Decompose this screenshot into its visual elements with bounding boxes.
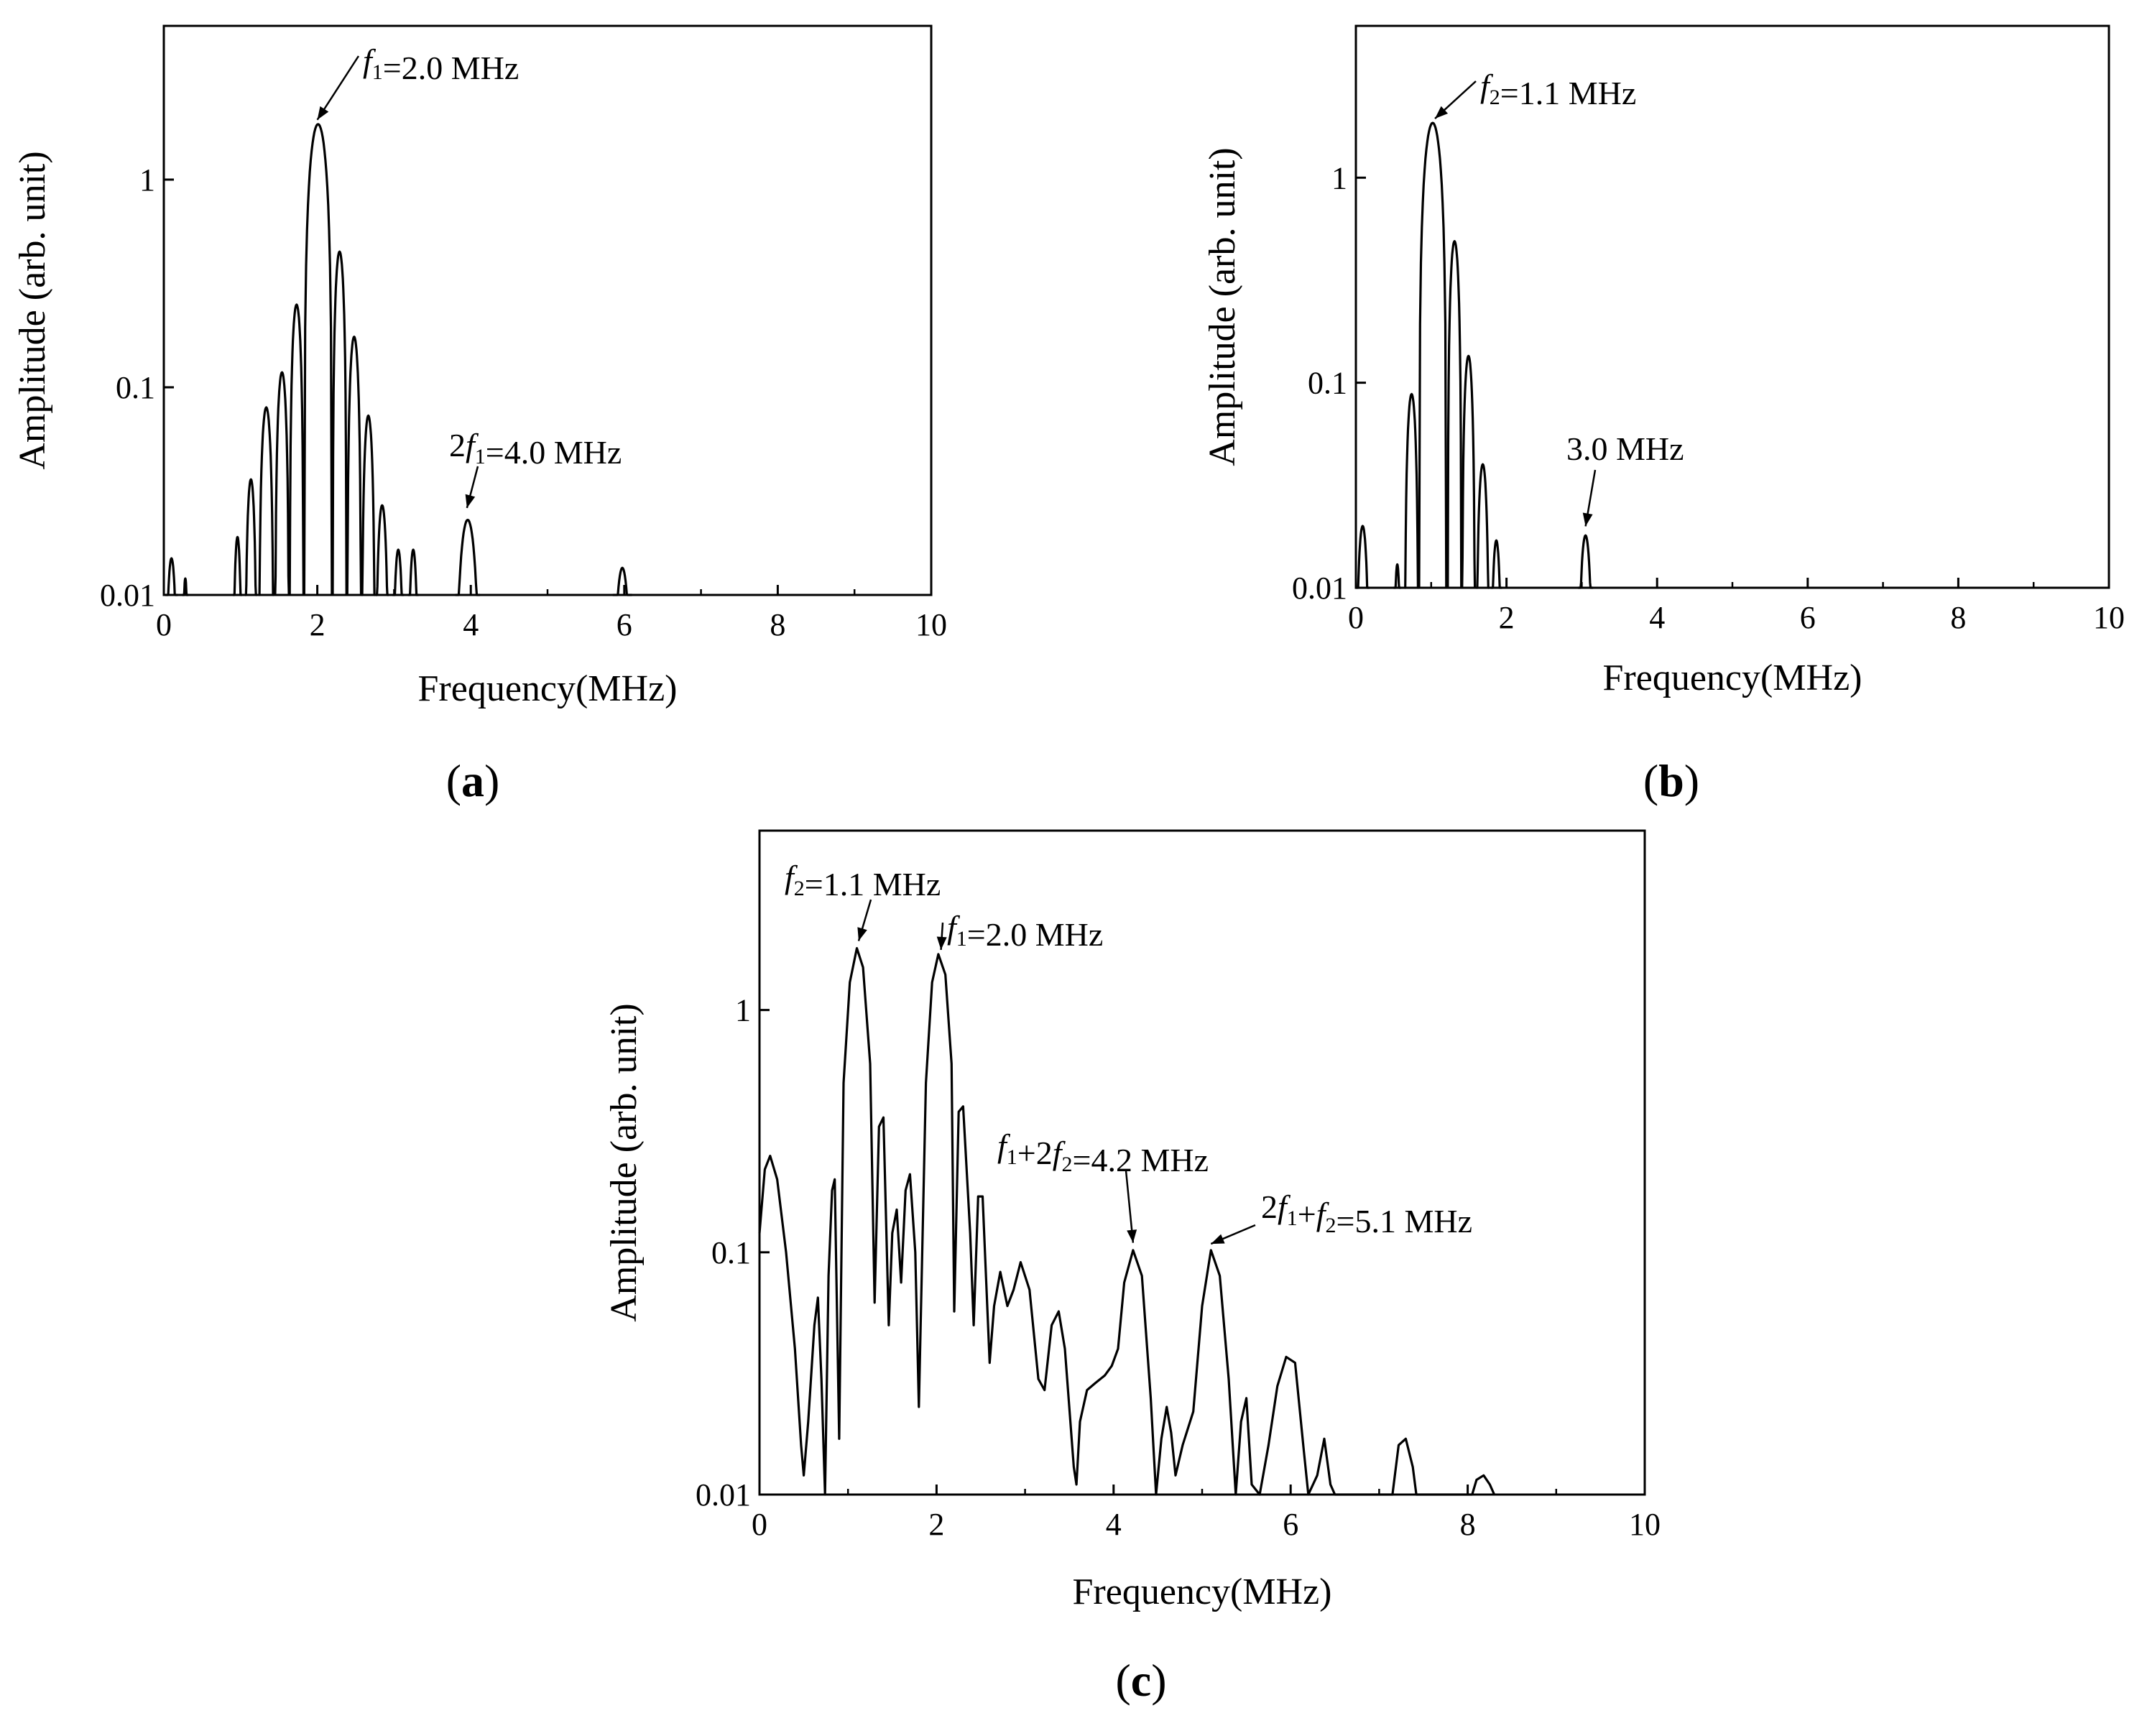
arrow-head [936, 936, 947, 950]
x-axis-title: Frequency(MHz) [1603, 657, 1862, 698]
spectrum-lobe [303, 123, 333, 596]
peak-annotation: 2f1+f2=5.1 MHz [1261, 1188, 1472, 1239]
x-tick-label: 6 [617, 607, 632, 642]
peak-annotation: f2=1.1 MHz [785, 859, 941, 902]
arrow-head [317, 106, 329, 120]
spectrum-lobe [231, 535, 244, 596]
x-tick-label: 2 [310, 607, 325, 642]
spectrum-lobe [165, 557, 179, 596]
y-tick-label: 1 [1331, 160, 1347, 195]
y-tick-label: 0.01 [1292, 571, 1347, 606]
panel-label: (c) [1115, 1655, 1166, 1706]
spectrum-lobe [374, 504, 389, 596]
y-tick-label: 0.1 [711, 1235, 751, 1270]
spectrum-lobe [288, 303, 305, 596]
spectrum-lobe [258, 406, 274, 596]
peak-annotation: 3.0 MHz [1566, 430, 1684, 467]
spectrum-lobe [1393, 563, 1403, 589]
spectrum-lobe [1404, 392, 1419, 589]
x-tick-label: 10 [915, 607, 947, 642]
peak-annotation: f2=1.1 MHz [1480, 68, 1636, 111]
peak-annotation: 2f1=4.0 MHz [449, 427, 622, 471]
x-tick-label: 4 [463, 607, 479, 642]
panel-c: 0 2 4 6 8 10 0.01 0.1 1 Frequency(MHz) Amplitude (… [604, 829, 1661, 1706]
spectrum-lobe [1446, 240, 1463, 588]
arrow-head [1582, 512, 1593, 527]
peak-annotation: f1=2.0 MHz [363, 42, 519, 86]
plot-frame [1354, 24, 2110, 589]
x-tick-label: 4 [1106, 1507, 1122, 1542]
x-tick-label: 4 [1649, 600, 1665, 635]
x-tick-label: 6 [1800, 600, 1816, 635]
arrow-head [1127, 1229, 1137, 1243]
x-tick-label: 8 [770, 607, 785, 642]
spectrum-lobe [392, 548, 405, 596]
x-tick-label: 2 [928, 1507, 944, 1542]
spectrum-lobe [1418, 121, 1448, 588]
spectrum-lobe [612, 566, 633, 596]
spectrum-lobe [1461, 354, 1477, 588]
y-tick-label: 0.01 [100, 578, 155, 613]
y-tick-label: 1 [735, 993, 751, 1028]
y-tick-label: 0.1 [1308, 366, 1347, 401]
x-tick-label: 0 [1348, 600, 1364, 635]
panel-a: 0 2 4 6 8 10 0.01 0.1 1 Frequency(MHz) Amplitude (… [12, 24, 947, 806]
y-tick-label: 1 [139, 162, 155, 198]
peak-annotation: f1=2.0 MHz [947, 909, 1103, 953]
spectrum-lobe [244, 478, 258, 596]
x-tick-label: 10 [2093, 600, 2125, 635]
x-tick-label: 8 [1460, 1507, 1476, 1542]
y-tick-label: 0.1 [116, 370, 155, 405]
x-axis-title: Frequency(MHz) [1073, 1571, 1332, 1612]
x-tick-label: 10 [1629, 1507, 1661, 1542]
panel-label: (a) [446, 755, 500, 806]
spectrum-lobe [181, 577, 190, 596]
panel-label: (b) [1643, 755, 1699, 806]
spectrum-lobe [361, 414, 376, 596]
arrow-head [857, 927, 867, 941]
x-axis-title: Frequency(MHz) [418, 668, 678, 709]
spectrum-lobe [455, 518, 481, 596]
spectrum-lobe [407, 548, 420, 596]
x-tick-label: 2 [1499, 600, 1515, 635]
spectrum-lobe [1577, 534, 1594, 589]
panel-b: 0 2 4 6 8 10 0.01 0.1 1 Frequency(MHz) Amplitude (… [1202, 24, 2125, 806]
y-axis-title: Amplitude (arb. unit) [1202, 147, 1243, 466]
spectrum-lobe [1490, 539, 1503, 589]
spectrum-lobe [346, 336, 363, 596]
y-tick-label: 0.01 [696, 1477, 751, 1513]
spectrum-lobe [1355, 525, 1370, 589]
peak-annotation: f1+2f2=4.2 MHz [997, 1127, 1209, 1178]
arrow-head [1435, 106, 1449, 119]
spectrum-lobe [274, 371, 290, 596]
y-axis-title: Amplitude (arb. unit) [12, 151, 53, 469]
spectrum-lobe [1475, 463, 1490, 589]
arrow-head [1211, 1234, 1225, 1245]
spectrum-lobe [331, 250, 348, 596]
x-tick-label: 8 [1950, 600, 1966, 635]
spectrum-line [758, 947, 1496, 1496]
x-tick-label: 0 [752, 1507, 767, 1542]
x-tick-label: 0 [156, 607, 172, 642]
y-axis-title: Amplitude (arb. unit) [604, 1003, 645, 1321]
arrow-head [465, 494, 476, 508]
x-tick-label: 6 [1283, 1507, 1298, 1542]
plot-frame [162, 24, 933, 596]
